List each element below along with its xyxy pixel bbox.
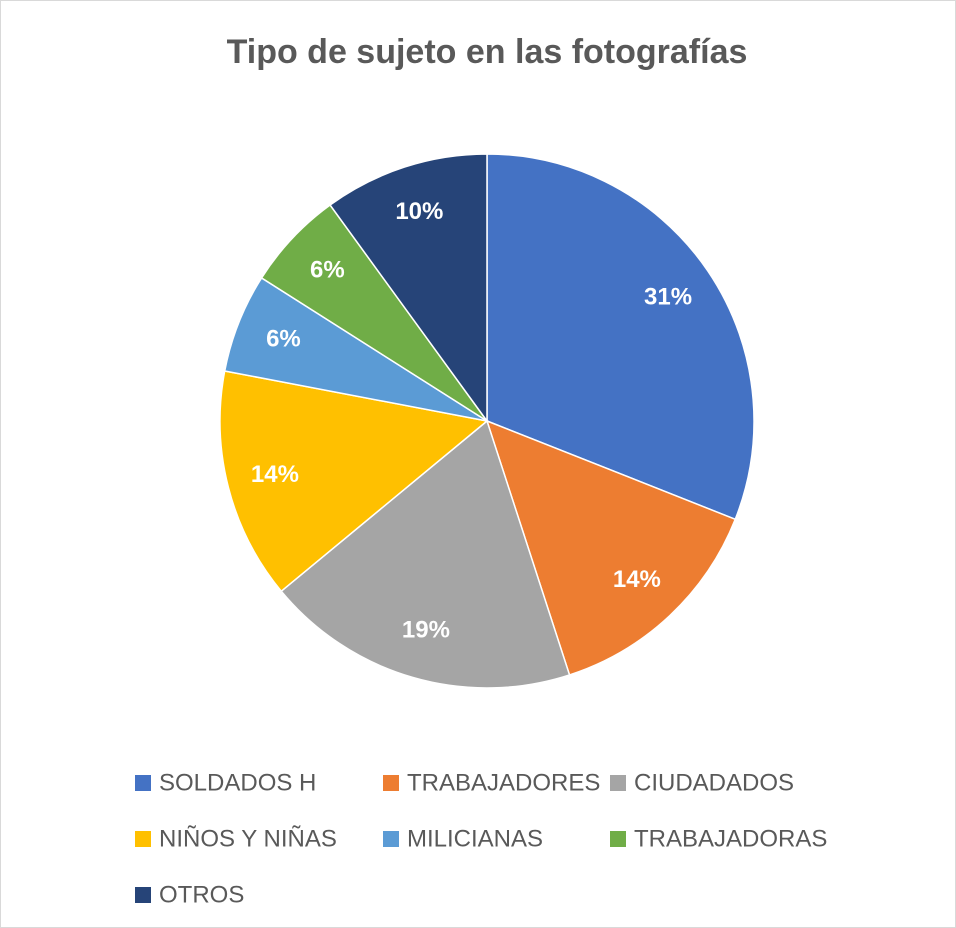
data-label: 10% <box>395 198 443 225</box>
pie-slice <box>486 153 755 521</box>
pie-slice <box>280 419 571 689</box>
legend-label: MILICIANAS <box>407 825 543 852</box>
legend-label: TRABAJADORES <box>407 769 600 796</box>
legend-swatch <box>383 831 399 847</box>
legend-swatch <box>135 831 151 847</box>
data-label: 6% <box>310 256 345 283</box>
data-label: 14% <box>251 461 299 488</box>
data-label: 6% <box>266 326 301 353</box>
legend-label: SOLDADOS H <box>159 769 316 796</box>
chart-title: Tipo de sujeto en las fotografías <box>227 33 748 71</box>
legend-label: OTROS <box>159 881 244 908</box>
pie-slice <box>329 153 488 424</box>
legend-swatch <box>383 775 399 791</box>
pie-slice <box>219 370 489 593</box>
data-label: 19% <box>402 617 450 644</box>
data-label: 14% <box>613 566 661 593</box>
legend-swatch <box>610 831 626 847</box>
data-label: 31% <box>644 283 692 310</box>
legend-label: NIÑOS Y NIÑAS <box>159 825 337 852</box>
legend-label: CIUDADADOS <box>634 769 794 796</box>
legend-swatch <box>610 775 626 791</box>
legend-label: TRABAJADORAS <box>634 825 827 852</box>
legend-swatch <box>135 775 151 791</box>
legend-swatch <box>135 887 151 903</box>
